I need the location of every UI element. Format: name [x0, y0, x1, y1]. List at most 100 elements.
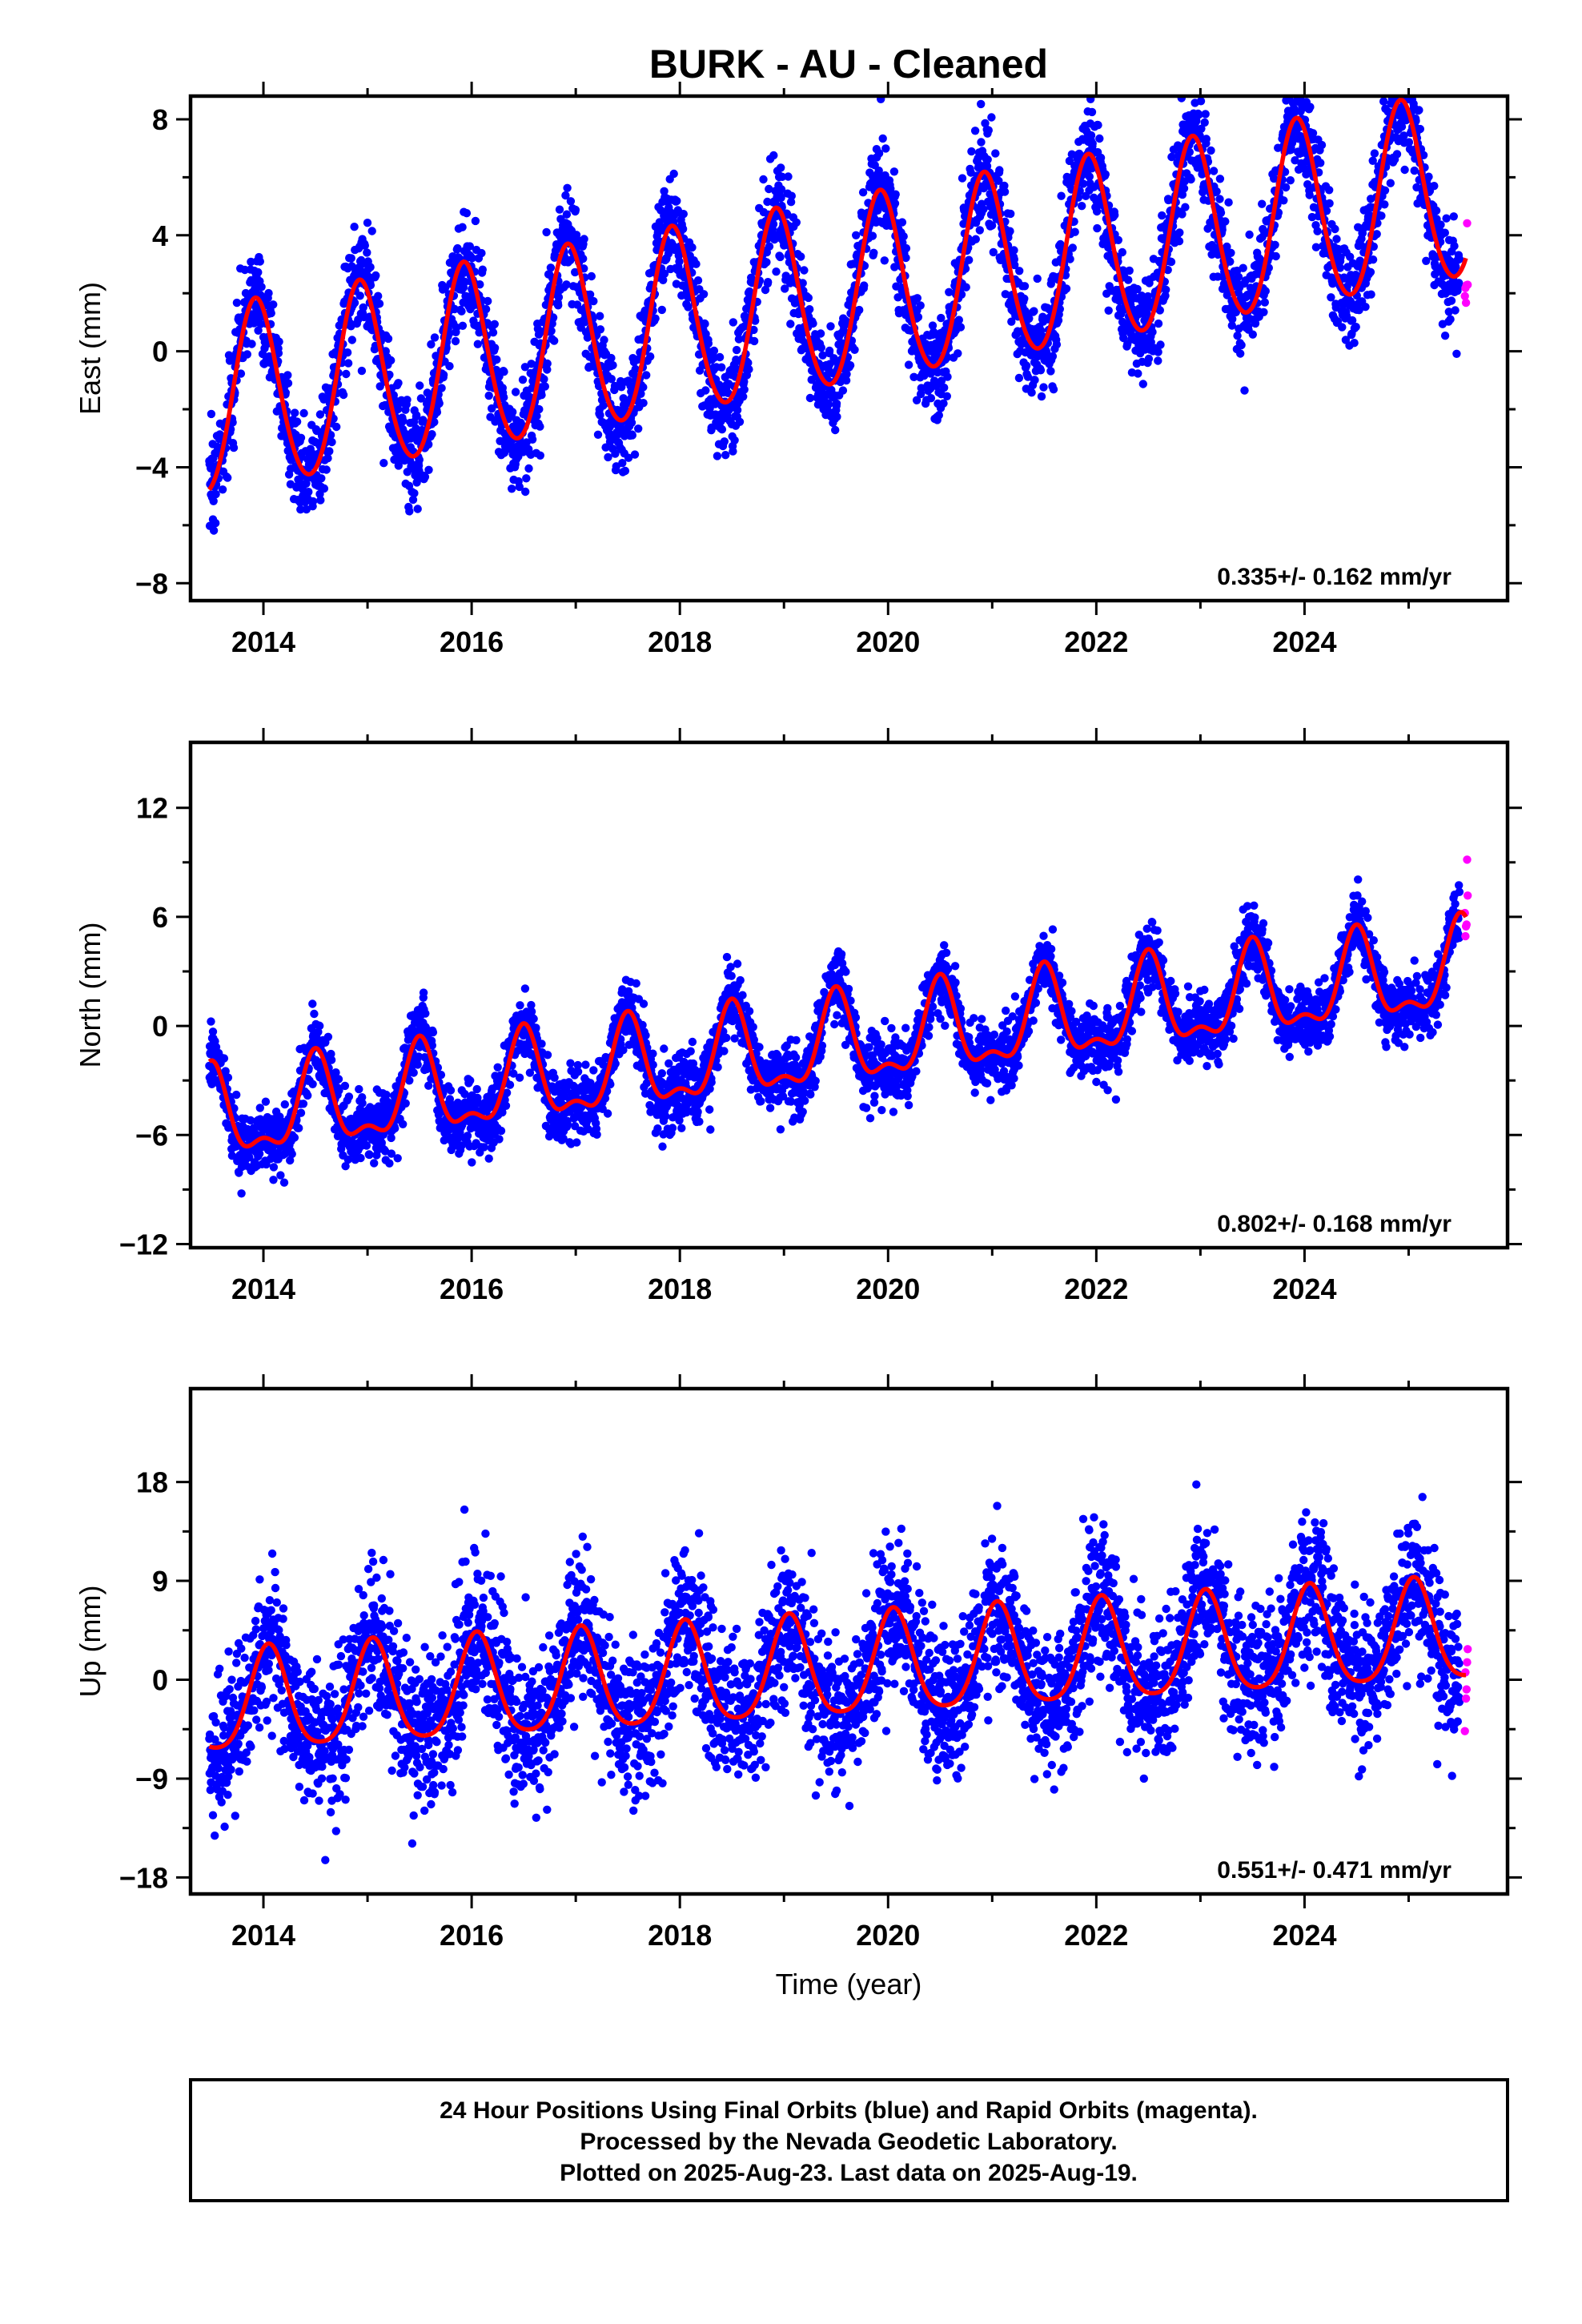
east-final-point [1124, 275, 1133, 284]
east-final-point [209, 526, 219, 535]
east-final-point [786, 320, 795, 328]
east-final-point [327, 437, 336, 447]
east-final-point [1274, 208, 1283, 217]
east-final-point [798, 279, 807, 287]
north-final-point [393, 1154, 402, 1163]
east-final-point [562, 280, 571, 289]
north-final-point [280, 1100, 289, 1109]
east-final-point [1087, 107, 1097, 117]
east-final-point [1052, 340, 1062, 349]
east-final-point [596, 312, 604, 320]
east-final-point [1201, 110, 1210, 119]
east-final-point [1368, 156, 1377, 165]
east-final-point [1233, 332, 1242, 340]
north-final-point [419, 988, 428, 997]
east-final-point [223, 473, 232, 482]
east-final-point [292, 417, 302, 426]
east-final-point [630, 450, 640, 459]
east-final-point [1006, 227, 1014, 235]
east-final-point [1119, 333, 1128, 343]
east-final-point [323, 454, 332, 463]
east-final-point [1215, 195, 1224, 203]
east-final-point [561, 191, 570, 200]
east-final-point [403, 396, 412, 404]
east-final-point [1377, 211, 1386, 220]
east-x-tick-label: 2024 [1272, 625, 1336, 658]
east-final-point [657, 305, 666, 315]
east-final-point [366, 280, 375, 290]
east-final-point [1346, 252, 1355, 261]
east-final-point [1138, 380, 1148, 388]
east-final-point [1010, 246, 1018, 255]
east-rapid-point [1463, 219, 1472, 227]
east-y-tick-label: 8 [152, 103, 168, 136]
east-final-point [571, 267, 580, 277]
east-final-point [878, 134, 887, 143]
east-final-point [1134, 369, 1142, 378]
east-final-point [724, 388, 733, 397]
east-final-point [1202, 135, 1211, 143]
east-final-point [845, 361, 855, 370]
east-final-point [1226, 257, 1235, 266]
east-final-point [1234, 272, 1243, 281]
east-final-point [1354, 223, 1363, 231]
east-final-point [322, 465, 331, 474]
east-final-point [1350, 339, 1359, 348]
east-final-point [833, 412, 841, 421]
east-final-point [374, 292, 383, 300]
east-final-point [596, 411, 604, 420]
east-final-point [1338, 323, 1347, 332]
east-final-point [869, 248, 878, 257]
east-final-point [1158, 211, 1166, 220]
east-final-point [611, 449, 620, 458]
east-final-point [620, 466, 630, 476]
east-final-point [257, 283, 266, 292]
east-final-point [994, 176, 1003, 185]
east-final-point [601, 443, 610, 452]
east-final-point [1236, 349, 1245, 358]
east-final-point [1086, 131, 1096, 140]
east-final-point [209, 497, 218, 505]
north-final-point [296, 1108, 306, 1117]
east-final-point [554, 301, 563, 310]
east-final-point [729, 318, 737, 327]
east-final-point [989, 247, 998, 257]
east-plot-area [205, 96, 1472, 535]
east-final-point [218, 485, 227, 494]
north-final-point [308, 1080, 317, 1089]
east-final-point [1095, 134, 1104, 143]
east-final-point [765, 242, 774, 251]
east-final-point [236, 369, 246, 378]
east-final-point [1178, 210, 1186, 219]
east-final-point [518, 376, 528, 384]
east-final-point [543, 365, 552, 374]
east-final-point [1327, 293, 1335, 302]
east-final-point [693, 276, 703, 285]
east-final-point [916, 389, 926, 399]
east-final-point [228, 418, 237, 427]
east-final-point [393, 404, 403, 414]
east-final-point [1133, 284, 1142, 294]
east-final-point [1049, 385, 1058, 394]
east-final-point [939, 399, 948, 408]
east-final-point [1316, 159, 1325, 167]
east-final-point [452, 323, 461, 332]
east-final-point [1020, 294, 1029, 304]
east-final-point [1020, 282, 1030, 291]
east-final-point [408, 495, 418, 505]
east-final-point [740, 385, 749, 394]
east-final-point [1022, 361, 1031, 370]
east-final-point [909, 372, 918, 381]
east-final-point [264, 288, 273, 298]
east-final-point [1163, 265, 1172, 275]
east-final-point [701, 320, 709, 328]
east-final-point [987, 113, 996, 122]
east-rapid-point [1461, 298, 1471, 308]
east-final-point [490, 344, 500, 352]
east-final-point [1361, 303, 1370, 312]
east-final-point [1025, 314, 1034, 323]
north-final-point [399, 1120, 408, 1129]
east-final-point [1078, 202, 1086, 211]
east-final-point [1322, 207, 1331, 215]
